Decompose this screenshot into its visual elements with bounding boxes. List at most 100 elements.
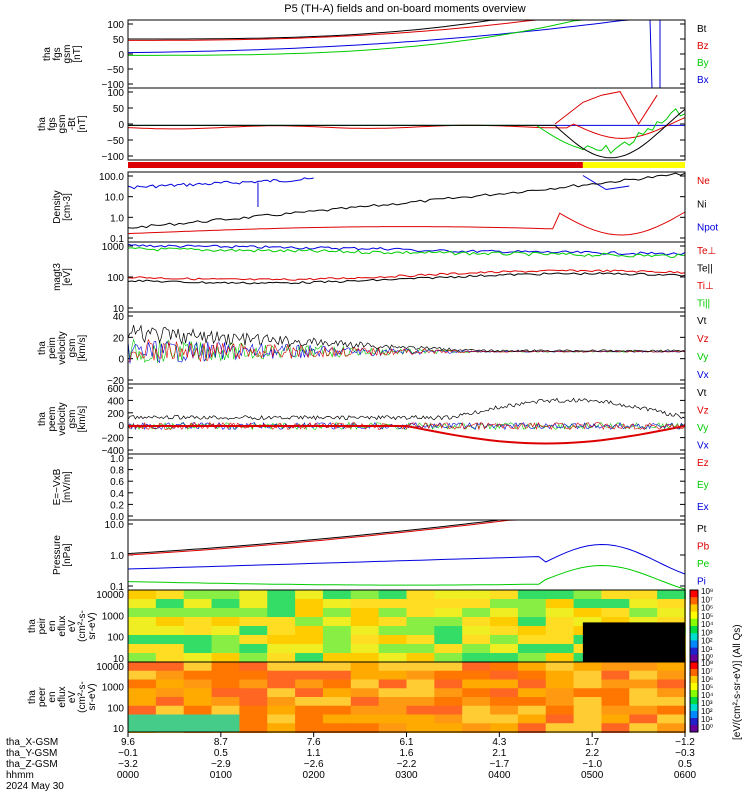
spectrogram-cell: [155, 688, 185, 698]
ytick-label: 1000: [102, 242, 125, 253]
ylabel-line: eflux: [57, 615, 68, 636]
ylabel-line: -Bt: [67, 117, 78, 130]
spectrogram-cell: [601, 714, 631, 725]
spectrogram-cell: [545, 688, 575, 698]
spectrogram-cell: [322, 697, 352, 707]
spectrogram-cell: [350, 688, 380, 698]
spectrogram-cell: [490, 714, 519, 725]
spectrogram-cell: [434, 679, 464, 690]
spectrogram-cell: [601, 705, 631, 716]
ylabel-line: sr-eV): [87, 683, 98, 710]
ytick-label: 100: [107, 703, 124, 714]
legend-bz: Bz: [697, 41, 709, 52]
spectrogram-cell: [462, 653, 492, 663]
spectrogram-cell: [490, 626, 519, 636]
series-vy: [127, 338, 686, 363]
spectrogram-cell: [239, 626, 269, 636]
colorbar-tick: 10⁶: [701, 604, 713, 613]
spectrogram-cell: [155, 617, 185, 627]
spectrogram-cell: [267, 679, 297, 690]
spectrogram-cell: [490, 608, 519, 618]
ytick-label: 100: [107, 633, 124, 644]
spectrogram-cell: [211, 644, 241, 654]
ylabel-line: eV: [67, 691, 78, 704]
spectrogram-cell: [267, 626, 297, 636]
spectrogram-cell: [350, 626, 380, 636]
colorbar-tick: 10⁷: [701, 595, 713, 604]
colorbar-frame: [689, 661, 699, 733]
spectrogram-cell: [239, 617, 269, 627]
spectrogram-cell: [657, 662, 686, 672]
spectrogram-cell: [434, 599, 464, 609]
spectrogram-cell: [545, 697, 575, 707]
spectrogram-cell: [128, 626, 157, 636]
ylabel-line: [nT]: [77, 115, 88, 132]
spectrogram-cell: [350, 714, 380, 725]
spectrogram-cell: [517, 705, 547, 716]
spectrogram-cell: [517, 635, 547, 645]
ylabel-line: fgs: [47, 117, 58, 130]
spectrogram-cell: [657, 590, 686, 600]
spectrogram-cell: [657, 608, 686, 618]
ylabel-line: en: [47, 691, 58, 702]
spectrogram-cell: [239, 697, 269, 707]
colorbar-segment: [690, 611, 698, 620]
spectrogram-cell: [601, 599, 631, 609]
spectrogram-cell: [490, 723, 519, 733]
spectrogram-cell: [183, 626, 213, 636]
ylabel-line: [km/s]: [77, 334, 88, 361]
legend-bx: Bx: [697, 75, 709, 86]
spectrogram-cell: [462, 599, 492, 609]
spectrogram-cell: [434, 635, 464, 645]
spectrogram-cell: [378, 670, 408, 681]
spectrogram-cell: [295, 626, 324, 636]
ylabel-line: (cm²-s-: [77, 681, 88, 713]
spectrogram-cell: [490, 635, 519, 645]
spectrogram-cell: [601, 723, 631, 733]
spectrogram-cell: [490, 679, 519, 690]
xaxis-value: 0.5: [678, 759, 692, 770]
series-te-par: [127, 272, 686, 285]
spectrogram-cell: [155, 626, 185, 636]
spectrogram-cell: [350, 653, 380, 663]
spectrogram-cell: [128, 599, 157, 609]
colorbar-segment: [690, 676, 698, 684]
legend-ex: Ex: [697, 502, 709, 513]
spectrogram-cell: [350, 670, 380, 681]
xaxis-value: 0300: [395, 770, 418, 781]
ylabel-line: Pressure: [52, 535, 63, 575]
legend-ne: Ne: [697, 176, 710, 187]
spectrogram-cell: [573, 617, 603, 627]
spectrogram-cell: [128, 679, 157, 690]
ytick-label: 50: [113, 104, 125, 115]
xaxis-row-label: hhmm: [6, 770, 34, 781]
xaxis-value: −1.0: [582, 759, 602, 770]
spectrogram-cell: [462, 626, 492, 636]
ylabel-line: eflux: [57, 686, 68, 707]
ytick-label: −20: [107, 376, 124, 387]
ylabel-line: Density: [52, 190, 63, 223]
ytick-label: −200: [101, 434, 124, 445]
spectrogram-cell: [128, 662, 157, 672]
spectrogram-cell: [490, 644, 519, 654]
spectrogram-cell: [322, 590, 352, 600]
spectrogram-cell: [378, 697, 408, 707]
legend-pi: Pi: [697, 577, 706, 588]
spectrogram-cell: [211, 697, 241, 707]
spectrogram-cell: [239, 662, 269, 672]
colorbar-segment: [690, 597, 698, 605]
xaxis-value: 2.1: [492, 748, 506, 759]
spectrogram-cell: [601, 670, 631, 681]
ytick-label: 0: [118, 421, 124, 432]
spectrogram-cell: [378, 635, 408, 645]
spectrogram-cell: [490, 670, 519, 681]
spectrogram-cell: [545, 608, 575, 618]
ylabel-line: tha: [37, 341, 48, 355]
colorbar-segment: [690, 725, 698, 733]
xaxis-value: 0200: [303, 770, 326, 781]
spectrogram-cell: [629, 590, 659, 600]
ylabel-line: peem: [47, 406, 58, 431]
panel-temperature: magt3 [eV] 1000 100 10 Te⊥ Te|| Ti⊥ Ti||: [52, 241, 716, 315]
spectrogram-cell: [601, 679, 631, 690]
spectrogram-cell: [629, 723, 659, 733]
